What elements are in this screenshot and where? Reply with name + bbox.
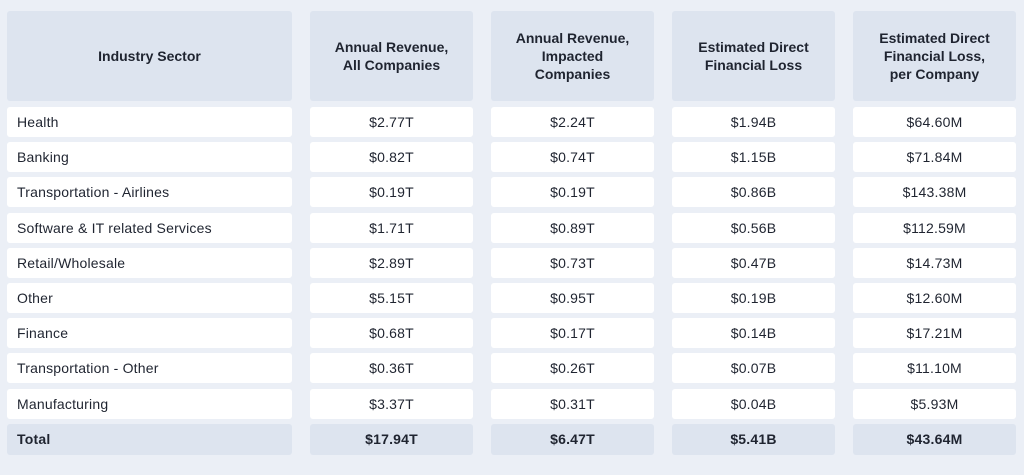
table-cell: $0.68T xyxy=(310,318,473,349)
row-label: Banking xyxy=(7,142,292,173)
table-cell: $0.07B xyxy=(672,353,835,384)
table-cell: $3.37T xyxy=(310,388,473,419)
table-cell: $0.74T xyxy=(491,142,654,173)
table-cell: $0.89T xyxy=(491,212,654,243)
table-cell: $5.15T xyxy=(310,282,473,313)
table-cell: $12.60M xyxy=(853,282,1016,313)
row-label: Transportation - Other xyxy=(7,353,292,384)
table-cell: $0.86B xyxy=(672,177,835,208)
row-label: Health xyxy=(7,107,292,137)
table-column-0: Industry Sector Health Banking Transportati… xyxy=(7,11,292,455)
total-cell: $5.41B xyxy=(672,423,835,455)
table-cell: $1.94B xyxy=(672,107,835,137)
table-cell: $0.19T xyxy=(310,177,473,208)
column-header: Annual Revenue, All Companies xyxy=(310,11,473,101)
column-header: Industry Sector xyxy=(7,11,292,101)
table-cell: $0.19T xyxy=(491,177,654,208)
table-cell: $11.10M xyxy=(853,353,1016,384)
table-column-2: Annual Revenue, Impacted Companies $2.24T… xyxy=(491,11,654,455)
table-cell: $2.24T xyxy=(491,107,654,137)
row-label: Other xyxy=(7,282,292,313)
row-label: Manufacturing xyxy=(7,388,292,419)
total-cell: $17.94T xyxy=(310,423,473,455)
table-cell: $0.73T xyxy=(491,247,654,278)
table-cell: $143.38M xyxy=(853,177,1016,208)
table-cell: $0.17T xyxy=(491,318,654,349)
row-label: Software & IT related Services xyxy=(7,212,292,243)
total-cell: $43.64M xyxy=(853,423,1016,455)
table-cell: $0.19B xyxy=(672,282,835,313)
column-header: Annual Revenue, Impacted Companies xyxy=(491,11,654,101)
row-label: Finance xyxy=(7,318,292,349)
table-cell: $0.31T xyxy=(491,388,654,419)
table-cell: $0.95T xyxy=(491,282,654,313)
column-header: Estimated Direct Financial Loss, per Com… xyxy=(853,11,1016,101)
table-cell: $1.15B xyxy=(672,142,835,173)
table-cell: $64.60M xyxy=(853,107,1016,137)
table-cell: $0.04B xyxy=(672,388,835,419)
financial-loss-table: Industry Sector Health Banking Transportati… xyxy=(7,11,1016,455)
table-cell: $0.14B xyxy=(672,318,835,349)
table-cell: $1.71T xyxy=(310,212,473,243)
table-cell: $112.59M xyxy=(853,212,1016,243)
table-cell: $71.84M xyxy=(853,142,1016,173)
table-cell: $5.93M xyxy=(853,388,1016,419)
row-label: Transportation - Airlines xyxy=(7,177,292,208)
table-cell: $2.77T xyxy=(310,107,473,137)
table-cell: $0.56B xyxy=(672,212,835,243)
column-header: Estimated Direct Financial Loss xyxy=(672,11,835,101)
table-cell: $0.26T xyxy=(491,353,654,384)
table-cell: $0.36T xyxy=(310,353,473,384)
table-cell: $2.89T xyxy=(310,247,473,278)
table-cell: $14.73M xyxy=(853,247,1016,278)
table-cell: $0.47B xyxy=(672,247,835,278)
table-cell: $17.21M xyxy=(853,318,1016,349)
total-label: Total xyxy=(7,423,292,455)
table-column-3: Estimated Direct Financial Loss $1.94B $1.… xyxy=(672,11,835,455)
total-cell: $6.47T xyxy=(491,423,654,455)
table-column-4: Estimated Direct Financial Loss, per Com… xyxy=(853,11,1016,455)
row-label: Retail/Wholesale xyxy=(7,247,292,278)
table-cell: $0.82T xyxy=(310,142,473,173)
table-column-1: Annual Revenue, All Companies $2.77T $0.82… xyxy=(310,11,473,455)
